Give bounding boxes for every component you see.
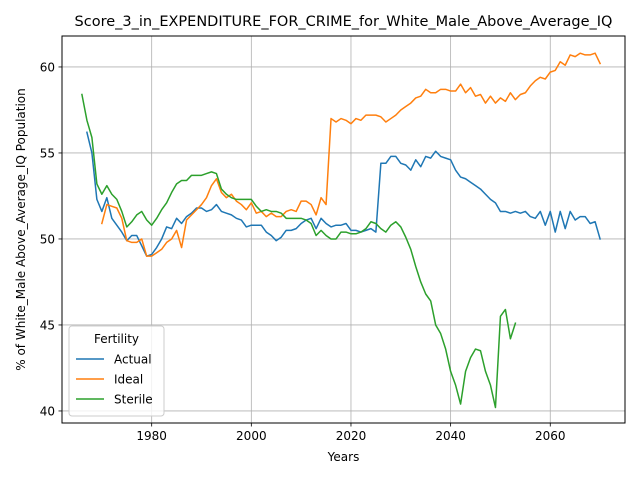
x-tick-label: 1980 xyxy=(136,429,167,443)
series-line-actual xyxy=(86,131,602,257)
legend-label-sterile: Sterile xyxy=(114,393,153,407)
chart-title: Score_3_in_EXPENDITURE_FOR_CRIME_for_Whi… xyxy=(75,14,613,30)
legend-label-ideal: Ideal xyxy=(114,373,143,387)
x-tick-label: 2040 xyxy=(435,429,466,443)
y-axis-label: % of White_Male Above_Average_IQ Populat… xyxy=(14,88,28,371)
x-tick-label: 2000 xyxy=(236,429,267,443)
plot-frame xyxy=(61,35,626,424)
legend-label-actual: Actual xyxy=(114,353,152,367)
y-axis: 40 45 50 55 60 xyxy=(40,60,62,418)
x-tick-label: 2060 xyxy=(535,429,566,443)
legend-box xyxy=(68,325,165,417)
legend-title: Fertility xyxy=(94,332,139,346)
y-tick-label: 50 xyxy=(40,232,55,246)
x-axis: 1980 2000 2020 2040 2060 xyxy=(136,423,566,443)
x-axis-label: Years xyxy=(327,450,360,464)
y-tick-label: 60 xyxy=(40,60,55,74)
y-tick-label: 45 xyxy=(40,318,55,332)
series-layer xyxy=(81,52,602,409)
series-line-sterile xyxy=(81,93,517,409)
legend: Fertility Actual Ideal Sterile xyxy=(68,325,165,417)
series-line-ideal xyxy=(100,52,602,257)
x-tick-label: 2020 xyxy=(336,429,367,443)
y-tick-label: 55 xyxy=(40,146,55,160)
y-tick-label: 40 xyxy=(40,404,55,418)
